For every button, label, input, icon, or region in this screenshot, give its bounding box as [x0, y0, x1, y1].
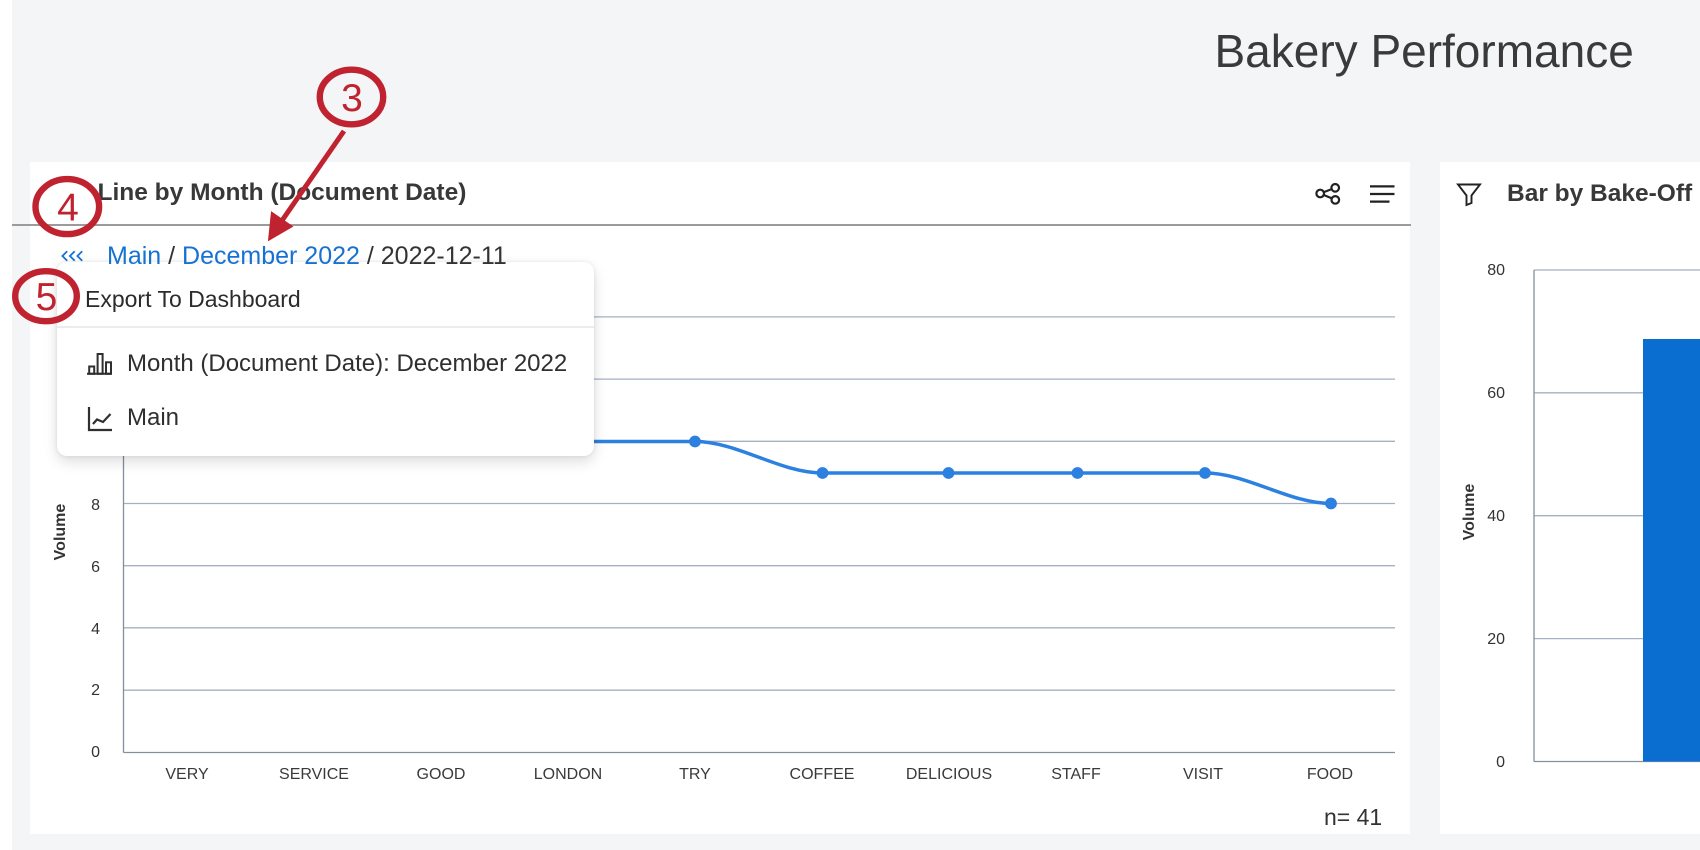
svg-text:4: 4	[57, 187, 79, 230]
svg-text:3: 3	[341, 77, 363, 120]
svg-text:5: 5	[36, 276, 58, 319]
